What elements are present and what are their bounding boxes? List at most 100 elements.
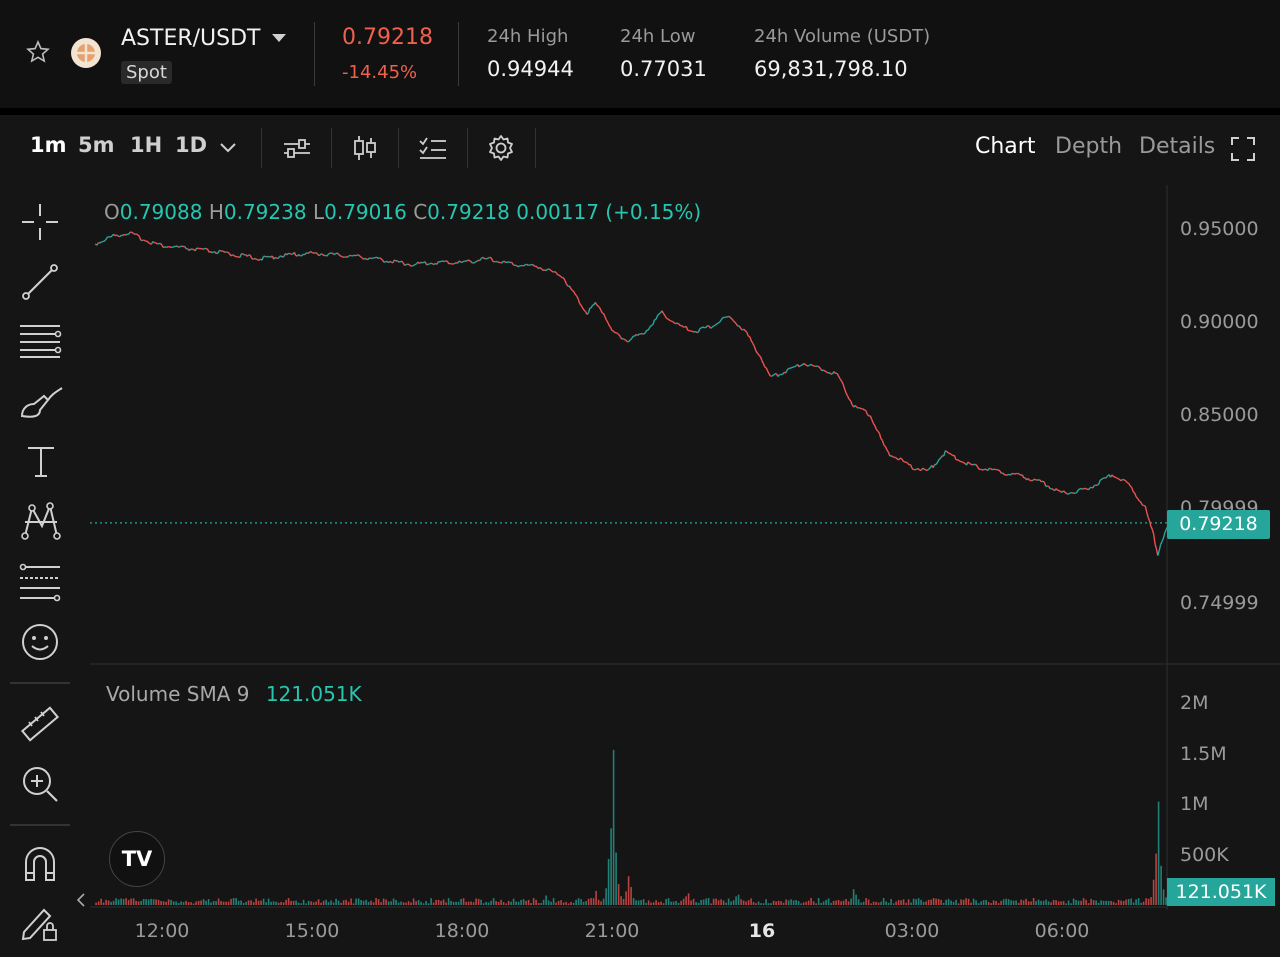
volume-bar bbox=[910, 902, 912, 905]
price-segment bbox=[540, 268, 544, 271]
price-segment bbox=[881, 440, 885, 446]
tradingview-logo[interactable]: TV bbox=[109, 831, 165, 887]
indicators-icon[interactable] bbox=[282, 136, 312, 160]
price-segment bbox=[762, 363, 766, 368]
price-segment bbox=[444, 260, 447, 263]
stat-value-volume: 69,831,798.10 bbox=[754, 57, 908, 81]
volume-bar bbox=[660, 901, 662, 905]
volume-bar bbox=[672, 901, 675, 905]
zoom-in-icon[interactable] bbox=[20, 764, 60, 804]
volume-bar bbox=[345, 899, 347, 905]
price-segment bbox=[839, 378, 843, 382]
price-segment bbox=[424, 261, 428, 266]
trend-line-icon[interactable] bbox=[20, 262, 60, 302]
candlestick-type-icon[interactable] bbox=[351, 134, 379, 162]
price-segment bbox=[1150, 526, 1153, 530]
price-segment bbox=[293, 252, 297, 256]
volume-bar bbox=[737, 894, 740, 905]
fibonacci-icon[interactable] bbox=[18, 562, 62, 604]
price-segment bbox=[976, 465, 980, 470]
price-segment bbox=[159, 243, 163, 246]
volume-bar bbox=[120, 898, 122, 905]
volume-bar bbox=[235, 898, 237, 905]
price-segment bbox=[935, 461, 939, 465]
price-segment bbox=[925, 469, 928, 472]
trading-pair[interactable]: ASTER/USDT bbox=[121, 26, 261, 51]
volume-bar bbox=[162, 901, 165, 905]
price-segment bbox=[382, 259, 385, 263]
collapse-toolbar-chevron-icon[interactable] bbox=[76, 892, 86, 908]
price-segment bbox=[809, 363, 812, 366]
volume-bar bbox=[625, 891, 627, 905]
volume-bar bbox=[972, 898, 975, 905]
price-segment bbox=[321, 253, 325, 257]
templates-list-icon[interactable] bbox=[418, 136, 448, 160]
timeframe-chevron-down-icon[interactable] bbox=[219, 142, 237, 154]
text-tool-icon[interactable] bbox=[24, 444, 58, 480]
favorite-star-icon[interactable] bbox=[26, 40, 50, 64]
volume-bar bbox=[915, 899, 917, 905]
price-segment bbox=[1120, 478, 1124, 482]
price-segment bbox=[458, 260, 461, 263]
crosshair-icon[interactable] bbox=[20, 202, 60, 242]
volume-bar bbox=[650, 902, 652, 905]
timeframe-5m[interactable]: 5m bbox=[78, 133, 115, 157]
horizontal-lines-icon[interactable] bbox=[18, 320, 62, 360]
volume-bar bbox=[180, 901, 182, 905]
price-segment bbox=[1161, 538, 1165, 542]
price-segment bbox=[430, 262, 433, 265]
price-segment bbox=[1128, 482, 1131, 487]
timeframe-1m[interactable]: 1m bbox=[30, 133, 67, 157]
volume-bar bbox=[590, 898, 592, 905]
stat-label-volume: 24h Volume (USDT) bbox=[754, 26, 931, 47]
volume-bar bbox=[835, 900, 837, 905]
price-segment bbox=[551, 270, 554, 273]
lock-drawings-icon[interactable] bbox=[20, 902, 60, 944]
pattern-tool-icon[interactable] bbox=[20, 500, 62, 542]
magnet-icon[interactable] bbox=[22, 846, 58, 882]
volume-bar bbox=[445, 902, 447, 905]
stat-label-low: 24h Low bbox=[620, 26, 696, 47]
pair-dropdown-icon[interactable] bbox=[271, 33, 287, 43]
price-segment bbox=[619, 336, 623, 340]
price-segment bbox=[469, 259, 472, 262]
settings-gear-icon[interactable] bbox=[487, 134, 515, 162]
volume-bar bbox=[135, 900, 137, 905]
ruler-icon[interactable] bbox=[18, 702, 62, 746]
volume-bar bbox=[362, 900, 365, 905]
volume-bar bbox=[862, 901, 865, 905]
tab-chart[interactable]: Chart bbox=[975, 134, 1036, 159]
volume-bar bbox=[482, 903, 485, 905]
volume-bar bbox=[710, 903, 712, 905]
price-segment bbox=[878, 433, 882, 439]
tab-details[interactable]: Details bbox=[1139, 134, 1216, 159]
timeframe-1d[interactable]: 1D bbox=[175, 133, 208, 157]
volume-bar bbox=[1015, 900, 1017, 905]
price-segment bbox=[849, 400, 853, 406]
price-segment bbox=[442, 260, 445, 263]
volume-bar bbox=[125, 898, 127, 905]
volume-bar bbox=[735, 896, 737, 905]
price-segment bbox=[843, 388, 847, 394]
price-segment bbox=[877, 430, 880, 434]
price-segment bbox=[282, 255, 285, 258]
volume-bar bbox=[270, 901, 272, 905]
price-segment bbox=[772, 373, 776, 376]
emoji-smile-icon[interactable] bbox=[20, 622, 60, 662]
timeframe-1h[interactable]: 1H bbox=[130, 133, 163, 157]
volume-bar bbox=[700, 900, 702, 905]
price-segment bbox=[176, 245, 180, 248]
volume-bar bbox=[195, 901, 197, 905]
price-segment bbox=[178, 245, 181, 248]
fullscreen-icon[interactable] bbox=[1230, 136, 1256, 162]
price-segment bbox=[840, 380, 844, 385]
brush-icon[interactable] bbox=[18, 384, 64, 424]
volume-bar bbox=[495, 901, 497, 905]
volume-bar bbox=[250, 900, 252, 905]
price-segment bbox=[339, 254, 342, 258]
tab-depth[interactable]: Depth bbox=[1055, 134, 1123, 159]
price-segment bbox=[114, 234, 117, 237]
price-segment bbox=[279, 255, 282, 258]
volume-bar bbox=[1132, 902, 1135, 905]
